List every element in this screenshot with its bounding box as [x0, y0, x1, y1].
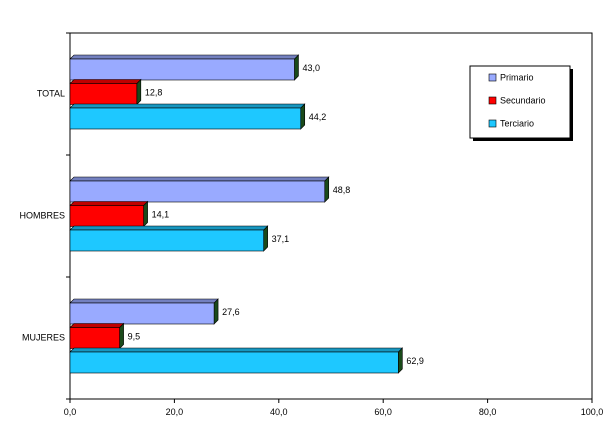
- bar-primario-total: [69, 54, 300, 81]
- x-tick-label: 80,0: [479, 407, 497, 417]
- data-label-terciario-total: 44,2: [309, 112, 327, 122]
- data-label-secundario-mujeres: 9,5: [128, 331, 141, 341]
- legend-box: [469, 65, 571, 139]
- category-label-total: TOTAL: [37, 88, 65, 98]
- bar-terciario-hombres: [69, 225, 269, 252]
- bar-terciario-mujeres: [69, 347, 404, 374]
- x-tick-label: 100,0: [581, 407, 604, 417]
- bar-primario-hombres: [69, 176, 330, 203]
- data-label-primario-hombres: 48,8: [333, 185, 351, 195]
- bar-terciario-total: [69, 103, 306, 130]
- x-tick-label: 0,0: [64, 407, 77, 417]
- legend-label-secundario: Secundario: [500, 95, 546, 105]
- data-label-primario-total: 43,0: [302, 63, 320, 73]
- legend-label-terciario: Terciario: [500, 118, 534, 128]
- legend-swatch-terciario: [488, 119, 497, 128]
- legend-label-primario: Primario: [500, 72, 534, 82]
- category-label-hombres: HOMBRES: [19, 210, 65, 220]
- data-label-secundario-hombres: 14,1: [152, 209, 170, 219]
- x-tick-label: 60,0: [374, 407, 392, 417]
- bar-primario-mujeres: [69, 298, 219, 325]
- data-label-primario-mujeres: 27,6: [222, 307, 240, 317]
- bar-secundario-hombres: [69, 200, 149, 228]
- data-label-terciario-hombres: 37,1: [272, 234, 290, 244]
- data-label-terciario-mujeres: 62,9: [406, 356, 424, 366]
- data-label-secundario-total: 12,8: [145, 87, 163, 97]
- legend-swatch-primario: [488, 73, 497, 82]
- bar-secundario-total: [69, 78, 142, 106]
- x-tick-label: 40,0: [270, 407, 288, 417]
- legend-swatch-secundario: [488, 96, 497, 105]
- bar-secundario-mujeres: [69, 322, 125, 350]
- category-label-mujeres: MUJERES: [22, 332, 65, 342]
- x-tick-label: 20,0: [166, 407, 184, 417]
